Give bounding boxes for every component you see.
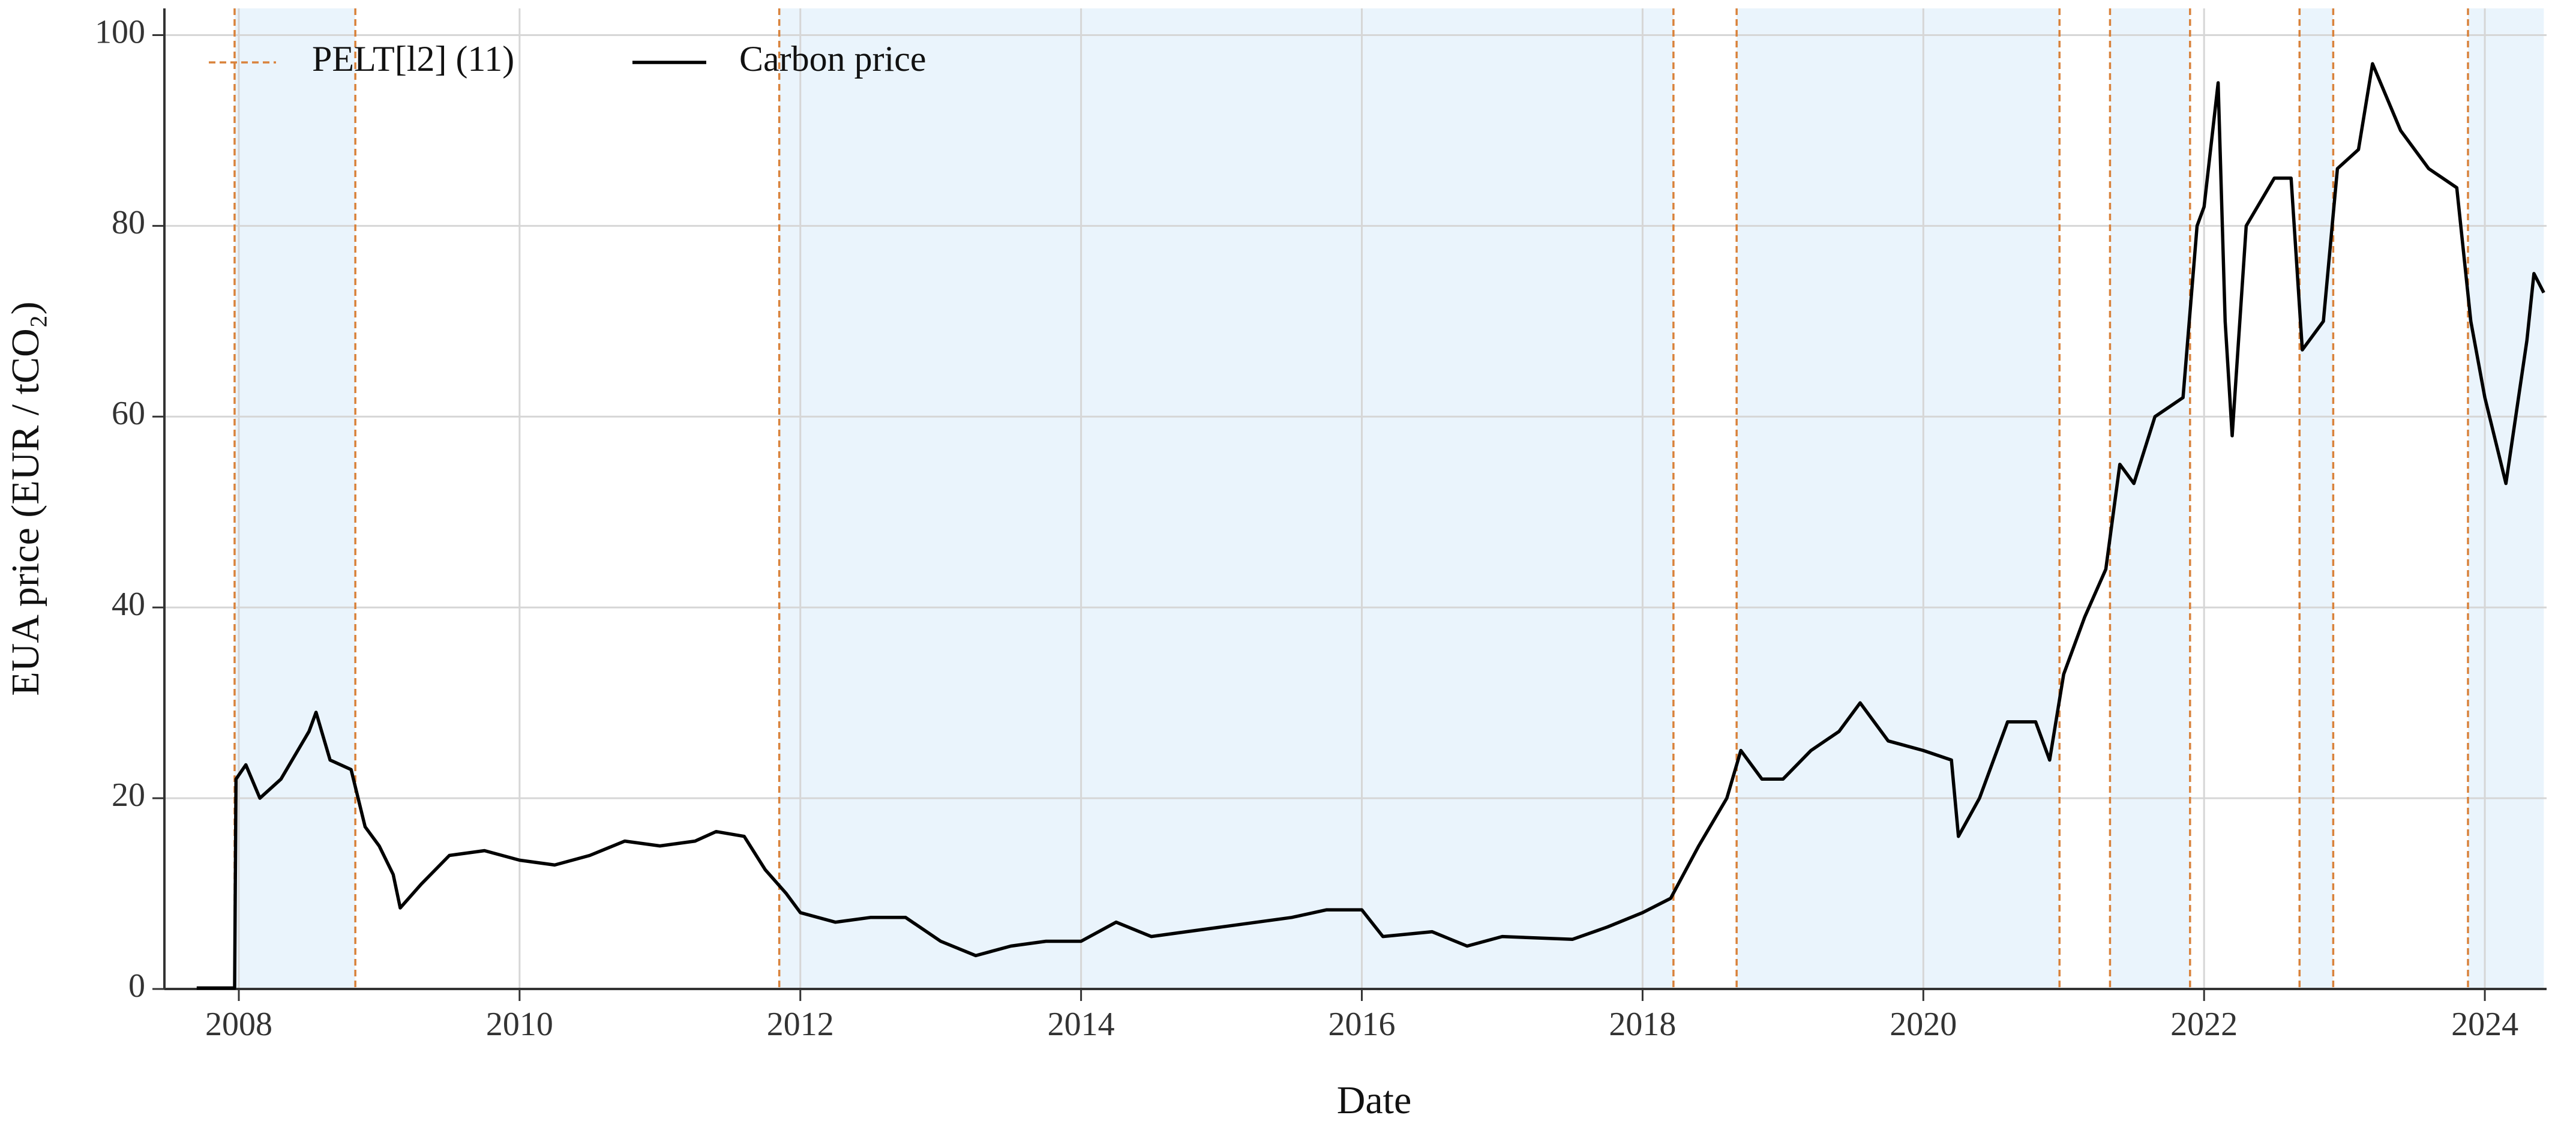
x-tick-label: 2008 bbox=[205, 1006, 272, 1043]
price-line bbox=[196, 62, 2545, 990]
x-tick-label: 2010 bbox=[486, 1006, 553, 1043]
x-tick-label: 2018 bbox=[1609, 1006, 1676, 1043]
y-tick-label: 40 bbox=[112, 586, 145, 623]
x-axis-label: Date bbox=[1337, 1078, 1412, 1122]
y-tick-label: 60 bbox=[112, 395, 145, 432]
x-tick-label: 2014 bbox=[1048, 1006, 1115, 1043]
segment-shade bbox=[2110, 8, 2190, 989]
legend-label: PELT[l2] (11) bbox=[312, 39, 514, 79]
y-tick-label: 80 bbox=[112, 204, 145, 241]
y-tick-label: 0 bbox=[128, 967, 145, 1005]
x-tick-label: 2012 bbox=[767, 1006, 834, 1043]
x-tick-label: 2022 bbox=[2170, 1006, 2238, 1043]
segment-shade bbox=[2467, 8, 2544, 989]
legend-label: Carbon price bbox=[739, 39, 926, 79]
y-tick-label: 100 bbox=[95, 13, 145, 50]
x-tick-label: 2020 bbox=[1890, 1006, 1957, 1043]
segment-shade bbox=[1737, 8, 2060, 989]
segment-shade bbox=[2299, 8, 2334, 989]
x-tick-label: 2016 bbox=[1329, 1006, 1396, 1043]
segment-shade bbox=[234, 8, 356, 989]
segment-shade bbox=[779, 8, 1674, 989]
x-tick-label: 2024 bbox=[2451, 1006, 2518, 1043]
y-tick-label: 20 bbox=[112, 777, 145, 814]
y-axis-label: EUA price (EUR / tCO₂) bbox=[4, 301, 47, 696]
